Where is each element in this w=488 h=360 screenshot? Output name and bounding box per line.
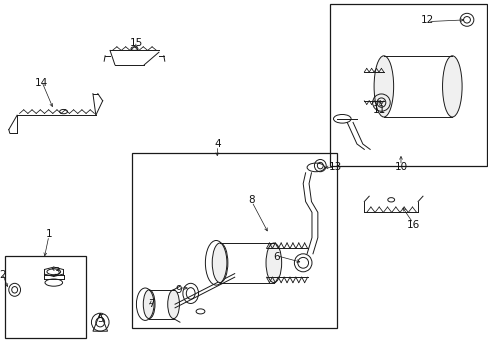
- Bar: [132, 153, 337, 328]
- Text: 6: 6: [272, 252, 279, 262]
- Text: 3: 3: [53, 267, 60, 277]
- Text: 10: 10: [394, 162, 407, 172]
- Ellipse shape: [373, 56, 393, 117]
- Text: 8: 8: [248, 195, 255, 205]
- Ellipse shape: [442, 56, 461, 117]
- Text: 14: 14: [35, 78, 48, 88]
- Ellipse shape: [212, 243, 227, 283]
- Ellipse shape: [143, 290, 155, 319]
- Text: 13: 13: [327, 162, 341, 172]
- Text: 15: 15: [130, 38, 143, 48]
- Bar: [5, 256, 85, 338]
- Ellipse shape: [167, 290, 179, 319]
- Text: 16: 16: [406, 220, 419, 230]
- Bar: [329, 4, 486, 166]
- Text: 5: 5: [97, 314, 103, 324]
- Text: 11: 11: [371, 105, 385, 115]
- Text: 12: 12: [420, 15, 434, 25]
- Text: 4: 4: [214, 139, 221, 149]
- Text: 9: 9: [175, 285, 182, 295]
- Ellipse shape: [265, 243, 281, 283]
- Text: 7: 7: [148, 299, 155, 309]
- Text: 2: 2: [0, 270, 6, 280]
- Text: 1: 1: [45, 229, 52, 239]
